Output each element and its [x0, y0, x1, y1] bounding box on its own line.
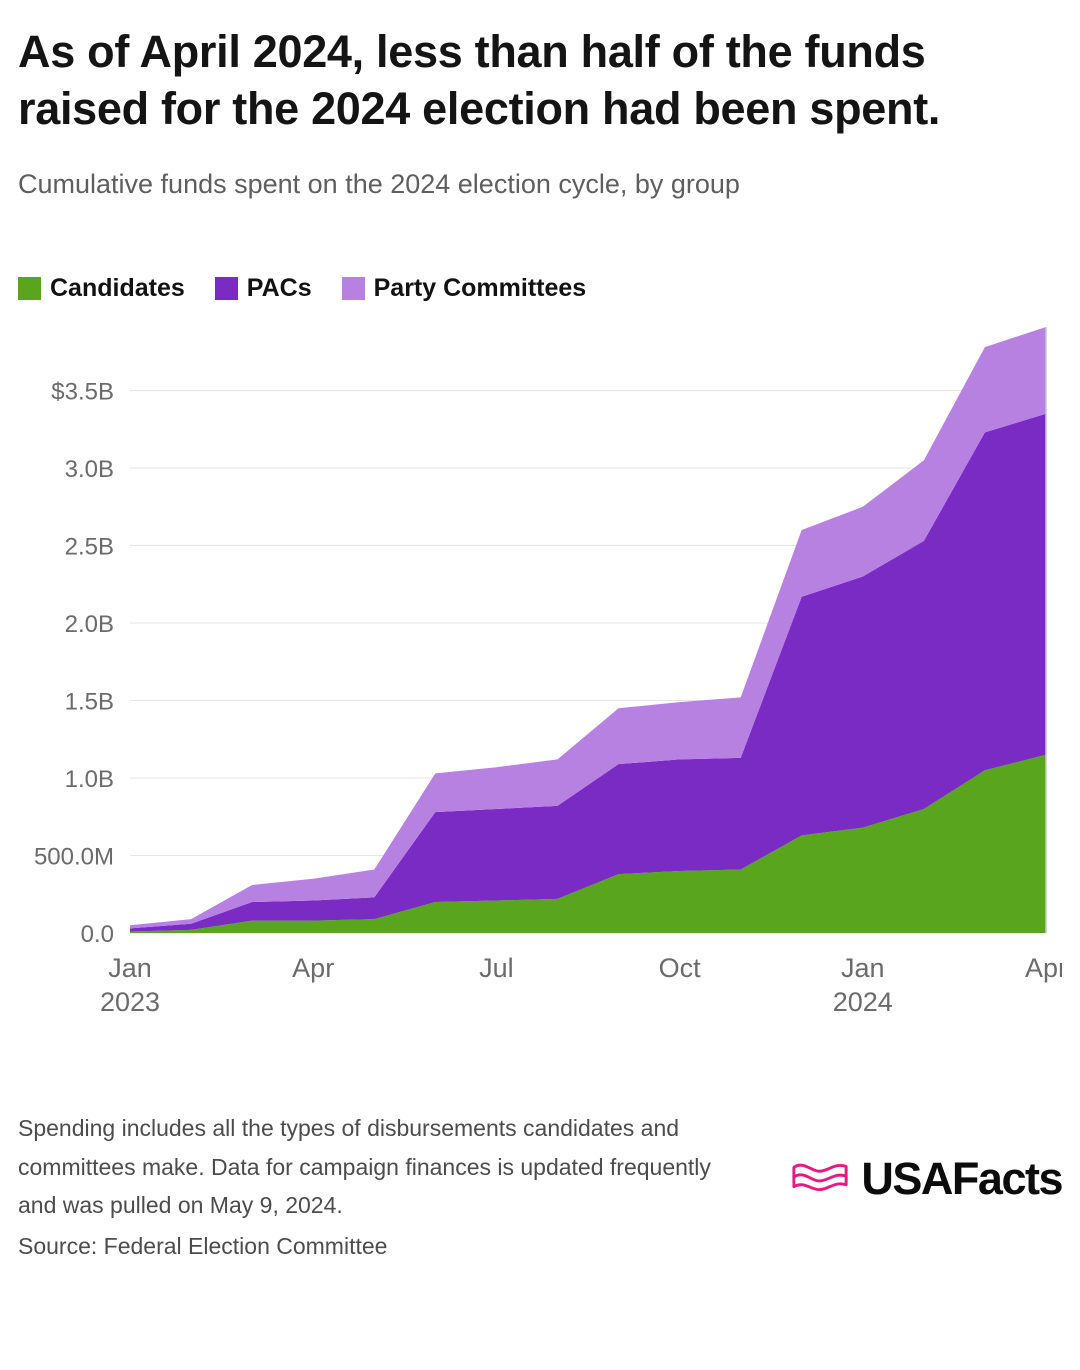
chart-footer: Spending includes all the types of disbu…	[18, 1109, 1063, 1265]
svg-text:Jul: Jul	[479, 953, 514, 983]
legend-item-party-committees[interactable]: Party Committees	[341, 274, 587, 303]
legend-item-candidates[interactable]: Candidates	[18, 274, 185, 303]
source-note: Source: Federal Election Committee	[18, 1232, 388, 1259]
chart-legend: Candidates PACs Party Committees	[18, 274, 1062, 303]
legend-label-candidates: Candidates	[50, 274, 185, 303]
svg-text:500.0M: 500.0M	[34, 844, 114, 871]
svg-text:Jan: Jan	[108, 953, 152, 983]
svg-text:2.0B: 2.0B	[65, 611, 114, 638]
svg-text:1.0B: 1.0B	[65, 766, 114, 793]
usafacts-logo[interactable]: USAFacts	[790, 1153, 1063, 1205]
svg-text:2023: 2023	[100, 987, 160, 1017]
svg-text:1.5B: 1.5B	[65, 689, 114, 716]
methodology-note: Spending includes all the types of disbu…	[18, 1115, 711, 1218]
svg-text:Jan: Jan	[841, 953, 885, 983]
svg-text:Apr: Apr	[292, 953, 334, 983]
usafacts-chart-page: As of April 2024, less than half of the …	[18, 26, 1063, 1265]
svg-text:Oct: Oct	[659, 953, 702, 983]
svg-text:2.5B: 2.5B	[65, 534, 114, 561]
svg-text:Apr: Apr	[1025, 953, 1062, 983]
svg-text:0.0: 0.0	[81, 921, 114, 948]
stacked-area-chart: 0.0 500.0M 1.0B 1.5B 2.0B 2.5B 3.0B $3.5B Jan 202…	[34, 327, 1062, 1017]
legend-swatch-candidates	[18, 277, 41, 301]
legend-swatch-party-committees	[341, 277, 365, 301]
legend-swatch-pacs	[214, 277, 238, 301]
svg-text:3.0B: 3.0B	[65, 456, 114, 483]
usafacts-logo-text: USAFacts	[861, 1153, 1063, 1205]
page-title: As of April 2024, less than half of the …	[18, 26, 941, 134]
svg-text:$3.5B: $3.5B	[51, 379, 114, 406]
chart-subtitle: Cumulative funds spent on the 2024 elect…	[18, 169, 740, 200]
usafacts-flag-icon	[792, 1164, 849, 1192]
legend-item-pacs[interactable]: PACs	[214, 274, 312, 303]
legend-label-party-committees: Party Committees	[373, 274, 587, 303]
svg-text:2024: 2024	[833, 987, 893, 1017]
legend-label-pacs: PACs	[246, 274, 312, 303]
